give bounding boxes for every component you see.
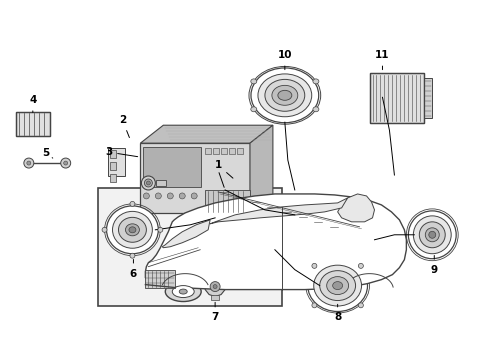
Ellipse shape — [102, 227, 107, 232]
Ellipse shape — [130, 253, 135, 258]
Bar — [237, 148, 243, 154]
Ellipse shape — [112, 211, 152, 248]
Ellipse shape — [158, 227, 163, 232]
Circle shape — [155, 193, 161, 199]
Polygon shape — [162, 220, 210, 248]
Ellipse shape — [125, 224, 139, 236]
Bar — [369, 73, 424, 123]
Ellipse shape — [130, 201, 135, 206]
Polygon shape — [210, 198, 347, 224]
Ellipse shape — [258, 74, 311, 117]
Circle shape — [179, 193, 185, 199]
Text: 11: 11 — [374, 50, 389, 69]
Bar — [156, 180, 166, 186]
Ellipse shape — [250, 68, 318, 123]
Bar — [109, 174, 116, 182]
Text: 3: 3 — [105, 147, 138, 157]
Circle shape — [213, 285, 217, 289]
Ellipse shape — [118, 217, 146, 242]
Ellipse shape — [412, 216, 450, 254]
Ellipse shape — [250, 107, 256, 112]
Bar — [213, 148, 219, 154]
Ellipse shape — [311, 303, 316, 308]
Bar — [107, 148, 125, 176]
Ellipse shape — [129, 227, 136, 233]
Bar — [98, 188, 281, 306]
Circle shape — [191, 193, 197, 199]
Circle shape — [167, 193, 173, 199]
Text: 8: 8 — [333, 304, 341, 323]
Polygon shape — [337, 194, 374, 222]
Bar — [16, 112, 50, 136]
Ellipse shape — [425, 228, 438, 242]
Polygon shape — [249, 125, 272, 213]
Ellipse shape — [165, 282, 201, 302]
Ellipse shape — [271, 85, 297, 105]
Ellipse shape — [313, 265, 361, 306]
Polygon shape — [145, 194, 406, 289]
Bar — [369, 73, 424, 123]
Ellipse shape — [407, 211, 455, 259]
Ellipse shape — [250, 79, 256, 84]
Ellipse shape — [172, 285, 194, 298]
Ellipse shape — [326, 276, 348, 294]
Ellipse shape — [358, 303, 363, 308]
Bar — [205, 190, 249, 213]
Text: 1: 1 — [214, 160, 232, 178]
Circle shape — [210, 282, 220, 292]
Circle shape — [144, 179, 152, 187]
Circle shape — [24, 158, 34, 168]
Text: 5: 5 — [42, 148, 53, 158]
Bar — [109, 150, 116, 158]
Bar — [143, 147, 201, 187]
Ellipse shape — [428, 231, 435, 238]
Ellipse shape — [106, 206, 158, 254]
Ellipse shape — [311, 264, 316, 268]
Text: 2: 2 — [119, 115, 129, 138]
Ellipse shape — [307, 260, 367, 311]
Bar — [16, 112, 50, 136]
Bar — [424, 78, 431, 118]
Circle shape — [27, 161, 31, 165]
Ellipse shape — [264, 80, 304, 111]
Ellipse shape — [358, 264, 363, 268]
Ellipse shape — [319, 271, 355, 301]
Polygon shape — [205, 280, 224, 297]
Text: 6: 6 — [129, 260, 137, 279]
Text: 7: 7 — [211, 302, 218, 323]
Bar — [228, 148, 235, 154]
Text: 9: 9 — [430, 256, 437, 275]
Bar — [145, 270, 175, 288]
Ellipse shape — [419, 222, 444, 248]
Ellipse shape — [179, 289, 187, 294]
Bar — [221, 148, 226, 154]
Ellipse shape — [312, 79, 318, 84]
Ellipse shape — [332, 282, 342, 289]
Bar — [211, 294, 219, 300]
Bar — [109, 162, 116, 170]
Circle shape — [146, 181, 150, 185]
Circle shape — [141, 176, 155, 190]
Ellipse shape — [277, 90, 291, 100]
Circle shape — [63, 161, 67, 165]
Text: 10: 10 — [277, 50, 291, 69]
Circle shape — [143, 193, 149, 199]
Bar — [140, 143, 249, 213]
Bar — [205, 148, 211, 154]
Ellipse shape — [312, 107, 318, 112]
Polygon shape — [140, 125, 272, 143]
Text: 4: 4 — [29, 95, 37, 112]
Circle shape — [61, 158, 71, 168]
